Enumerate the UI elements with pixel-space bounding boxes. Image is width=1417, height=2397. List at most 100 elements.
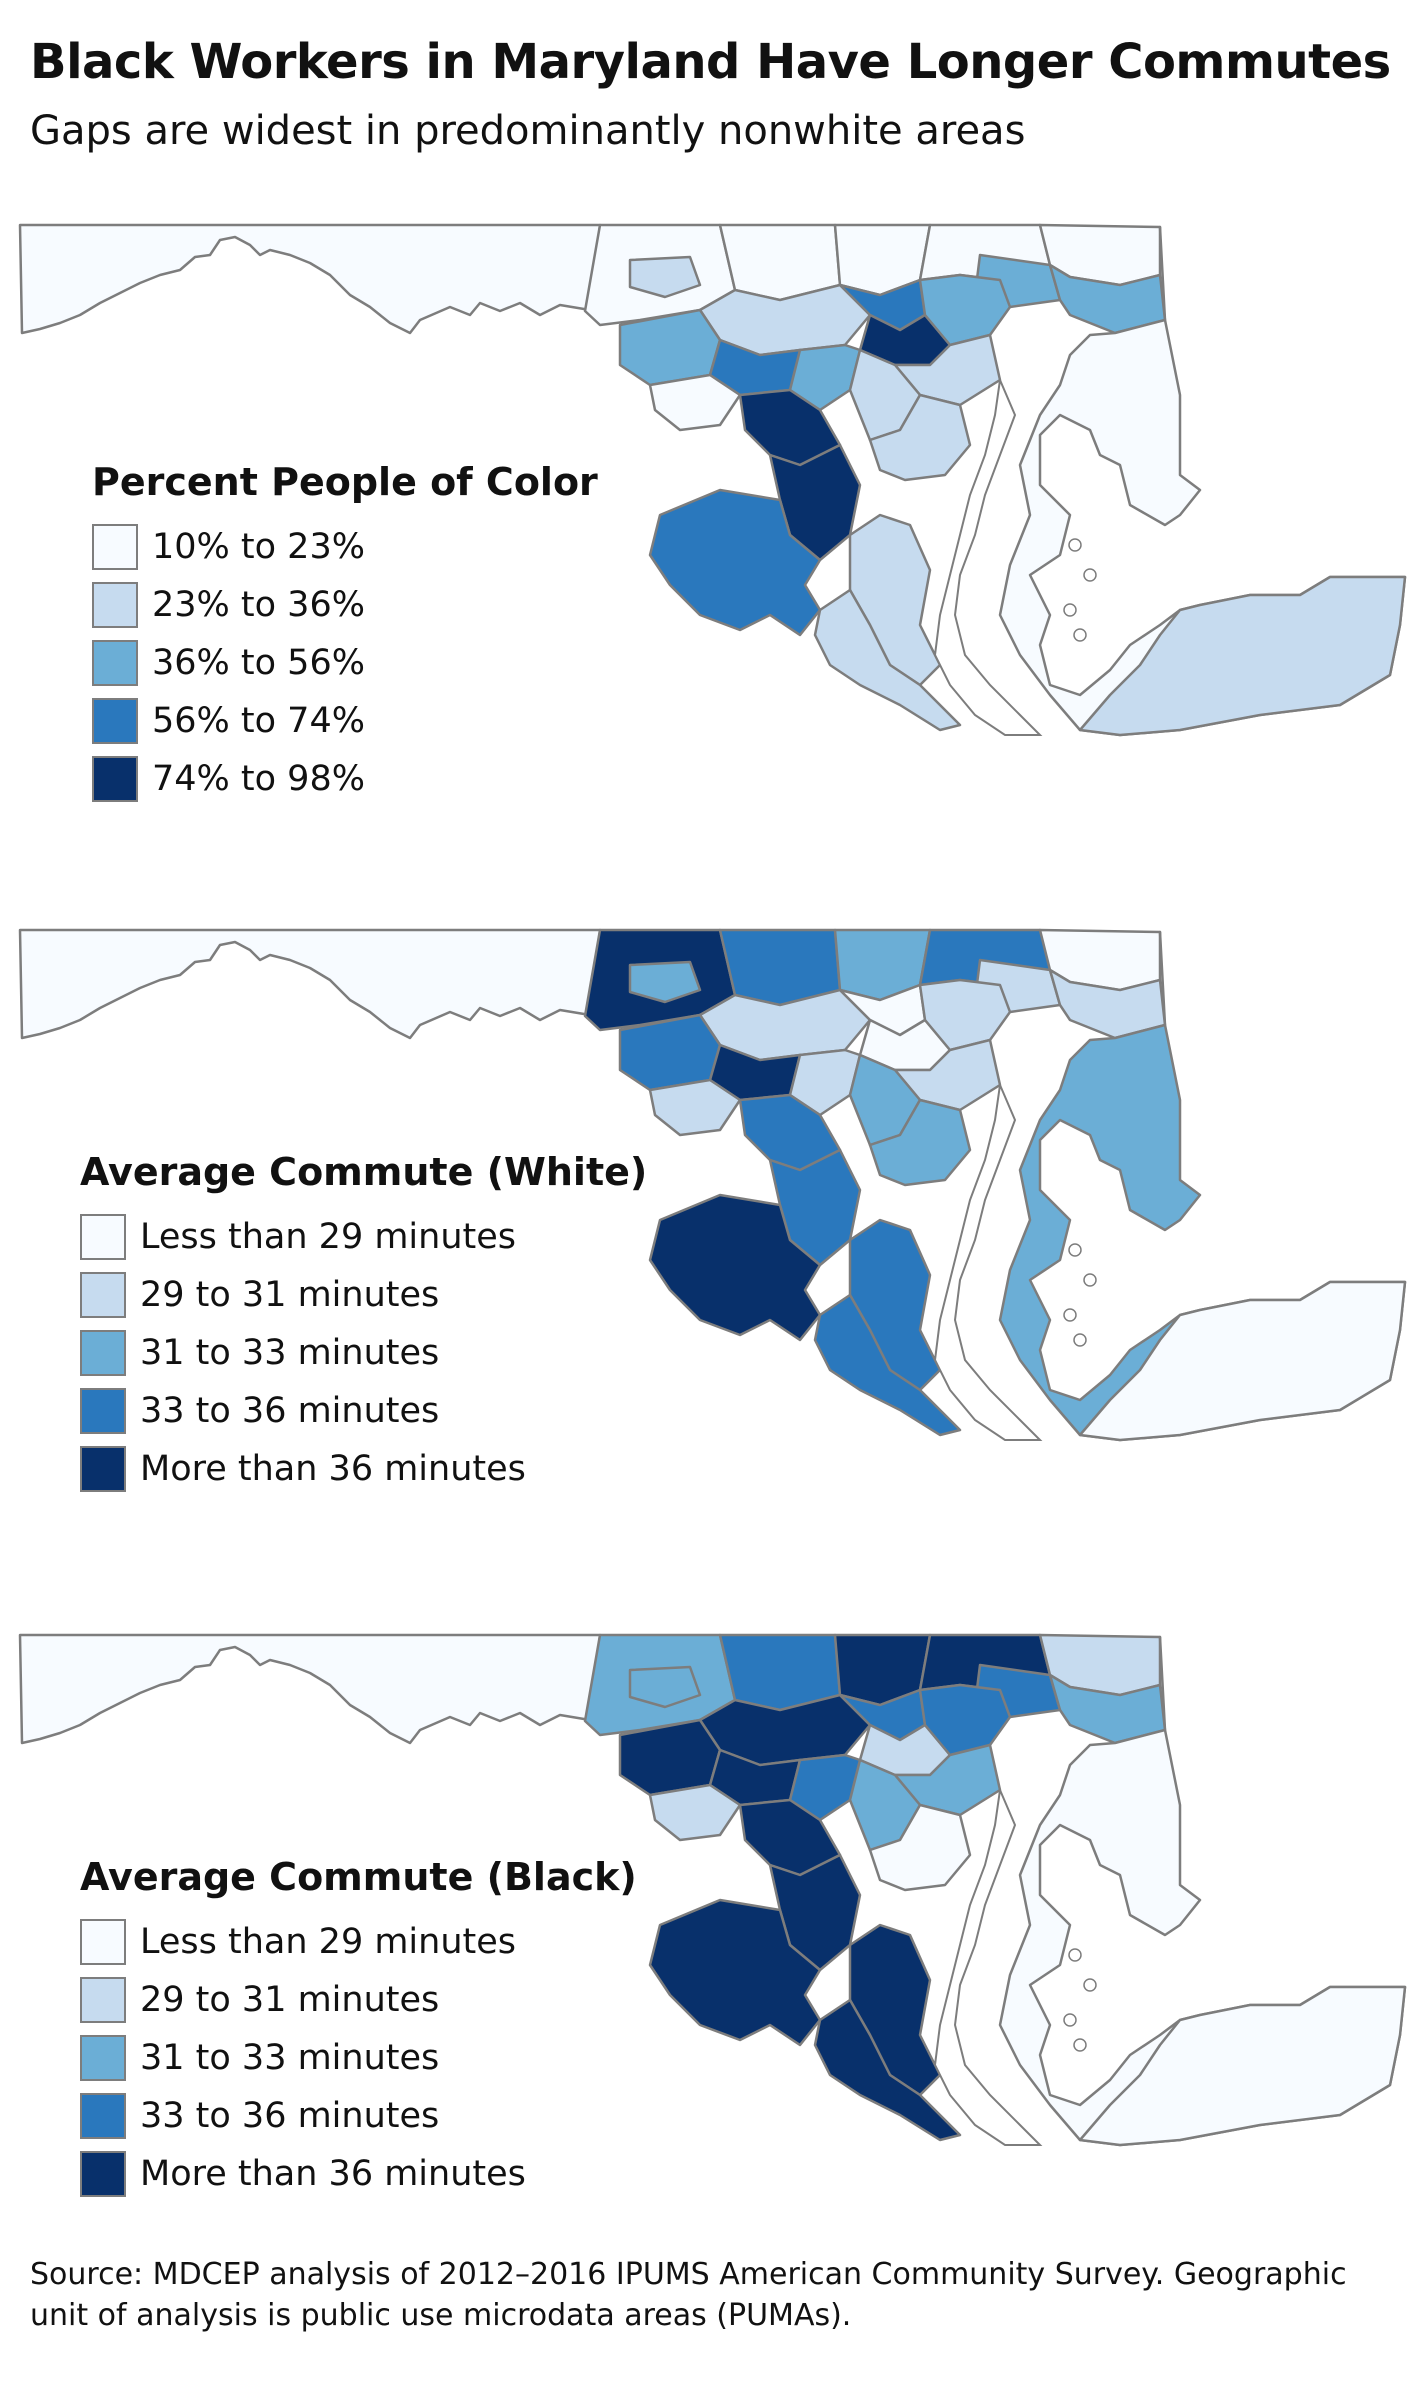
source-note: Source: MDCEP analysis of 2012–2016 IPUM…: [30, 2257, 1347, 2333]
legend-item: 74% to 98%: [92, 750, 598, 808]
legend-label: 33 to 36 minutes: [140, 1391, 440, 1431]
legend-label: 29 to 31 minutes: [140, 1980, 440, 2020]
legend-commute-white: Average Commute (White) Less than 29 min…: [80, 1150, 647, 1498]
map-region-balt-east: [918, 1683, 1012, 1757]
map-region-anne-arundel: [868, 1098, 972, 1187]
legend-swatch: [92, 756, 138, 802]
island-marker: [1068, 1243, 1082, 1257]
island-marker: [1083, 1273, 1097, 1287]
maryland-map-commute-black: [18, 1633, 1407, 2147]
map-region-charles: [648, 1193, 822, 1342]
legend-item: More than 36 minutes: [80, 2145, 637, 2203]
legend-swatch: [92, 524, 138, 570]
island-marker: [1068, 1948, 1082, 1962]
legend-swatch: [92, 640, 138, 686]
island-marker: [1083, 1978, 1097, 1992]
map-region-charles: [648, 488, 822, 637]
legend-label: Less than 29 minutes: [140, 1922, 517, 1962]
map-region-dc-south: [648, 1783, 742, 1842]
legend-item: 23% to 36%: [92, 576, 598, 634]
legend-item: 29 to 31 minutes: [80, 1971, 637, 2029]
island-marker: [1063, 1308, 1077, 1322]
legend-label: More than 36 minutes: [140, 1449, 526, 1489]
map-region-frederick-city: [628, 255, 702, 299]
legend-title: Average Commute (Black): [80, 1855, 637, 1899]
island-marker: [1073, 628, 1087, 642]
legend-swatch: [80, 2093, 126, 2139]
legend-label: 33 to 36 minutes: [140, 2096, 440, 2136]
legend-swatch: [92, 582, 138, 628]
legend-label: 56% to 74%: [152, 701, 365, 741]
chesapeake-bay: [933, 1786, 1043, 2146]
map-region-st-marys: [813, 1998, 962, 2142]
map-region-lower-shore: [1078, 1985, 1407, 2147]
map-region-lower-shore: [1078, 1280, 1407, 1442]
island-marker: [1073, 1333, 1087, 1347]
map-region-anne-arundel: [868, 393, 972, 482]
map-region-dc-west: [618, 1013, 722, 1092]
map-region-dc-west: [618, 1718, 722, 1797]
legend-title: Percent People of Color: [92, 460, 598, 504]
legend-item: 31 to 33 minutes: [80, 1324, 647, 1382]
legend-label: 31 to 33 minutes: [140, 2038, 440, 2078]
map-region-balt-east: [918, 273, 1012, 347]
legend-swatch: [80, 1330, 126, 1376]
page-title: Black Workers in Maryland Have Longer Co…: [30, 34, 1391, 90]
map-region-lower-shore: [1078, 575, 1407, 737]
legend-item: 36% to 56%: [92, 634, 598, 692]
legend-people-of-color: Percent People of Color 10% to 23% 23% t…: [92, 460, 598, 808]
page-subtitle: Gaps are widest in predominantly nonwhit…: [30, 108, 1026, 154]
legend-swatch: [80, 1977, 126, 2023]
map-panel-people-of-color: Percent People of Color 10% to 23% 23% t…: [0, 215, 1417, 802]
legend-swatch: [80, 1919, 126, 1965]
map-region-dc-south: [648, 373, 742, 432]
island-marker: [1073, 2038, 1087, 2052]
legend-item: 33 to 36 minutes: [80, 2087, 637, 2145]
legend-item: 10% to 23%: [92, 518, 598, 576]
legend-item: 33 to 36 minutes: [80, 1382, 647, 1440]
map-region-st-marys: [813, 588, 962, 732]
legend-label: 23% to 36%: [152, 585, 365, 625]
map-region-dc-south: [648, 1078, 742, 1137]
legend-swatch: [80, 2151, 126, 2197]
map-region-dc-west: [618, 308, 722, 387]
legend-label: 74% to 98%: [152, 759, 365, 799]
chesapeake-bay: [933, 1081, 1043, 1441]
chesapeake-bay: [933, 376, 1043, 736]
legend-label: 10% to 23%: [152, 527, 365, 567]
map-region-frederick-city: [628, 1665, 702, 1709]
map-region-west: [18, 1633, 602, 1745]
legend-label: 29 to 31 minutes: [140, 1275, 440, 1315]
map-region-anne-arundel: [868, 1803, 972, 1892]
map-region-west: [18, 928, 602, 1040]
legend-swatch: [80, 2035, 126, 2081]
legend-label: 36% to 56%: [152, 643, 365, 683]
legend-label: More than 36 minutes: [140, 2154, 526, 2194]
map-region-st-marys: [813, 1293, 962, 1437]
legend-swatch: [92, 698, 138, 744]
island-marker: [1083, 568, 1097, 582]
legend-commute-black: Average Commute (Black) Less than 29 min…: [80, 1855, 637, 2203]
island-marker: [1068, 538, 1082, 552]
island-marker: [1063, 2013, 1077, 2027]
legend-swatch: [80, 1272, 126, 1318]
legend-item: 56% to 74%: [92, 692, 598, 750]
maryland-map-commute-white: [18, 928, 1407, 1442]
island-marker: [1063, 603, 1077, 617]
map-region-balt-east: [918, 978, 1012, 1052]
map-panel-commute-black: Average Commute (Black) Less than 29 min…: [0, 1625, 1417, 2197]
legend-swatch: [80, 1446, 126, 1492]
legend-swatch: [80, 1214, 126, 1260]
legend-title: Average Commute (White): [80, 1150, 648, 1194]
legend-item: Less than 29 minutes: [80, 1913, 637, 1971]
legend-label: Less than 29 minutes: [140, 1217, 517, 1257]
map-region-frederick-city: [628, 960, 702, 1004]
map-panel-commute-white: Average Commute (White) Less than 29 min…: [0, 920, 1417, 1492]
legend-item: Less than 29 minutes: [80, 1208, 647, 1266]
maryland-map-people-of-color: [18, 223, 1407, 737]
legend-swatch: [80, 1388, 126, 1434]
map-region-west: [18, 223, 602, 335]
legend-item: More than 36 minutes: [80, 1440, 647, 1498]
legend-label: 31 to 33 minutes: [140, 1333, 440, 1373]
legend-item: 31 to 33 minutes: [80, 2029, 637, 2087]
